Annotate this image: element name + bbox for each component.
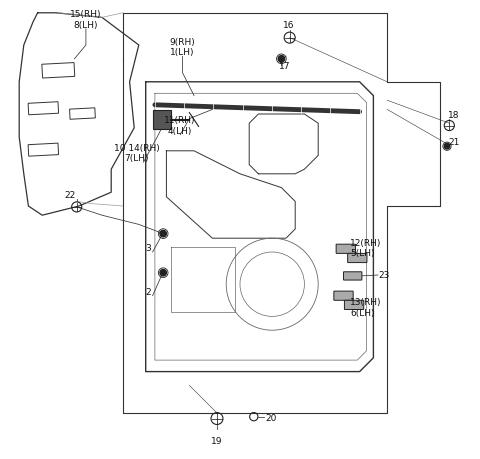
Circle shape — [160, 231, 167, 237]
FancyBboxPatch shape — [334, 291, 353, 301]
Text: 11(RH)
4(LH): 11(RH) 4(LH) — [165, 116, 196, 135]
Text: 10 14(RH)
7(LH): 10 14(RH) 7(LH) — [114, 144, 159, 163]
FancyBboxPatch shape — [336, 245, 356, 254]
Text: 20: 20 — [265, 413, 276, 422]
Text: 2: 2 — [145, 287, 151, 296]
Text: 21: 21 — [448, 138, 459, 147]
Circle shape — [444, 144, 450, 150]
Text: 18: 18 — [448, 110, 460, 119]
FancyBboxPatch shape — [344, 272, 362, 280]
Text: 17: 17 — [279, 62, 290, 71]
Text: 9(RH)
1(LH): 9(RH) 1(LH) — [169, 38, 195, 57]
Text: 12(RH)
5(LH): 12(RH) 5(LH) — [350, 238, 382, 257]
Text: 23: 23 — [378, 271, 389, 280]
Bar — [28, 102, 59, 116]
Circle shape — [278, 56, 285, 63]
Text: 16: 16 — [283, 21, 294, 30]
Text: 3: 3 — [145, 243, 151, 252]
FancyBboxPatch shape — [345, 301, 364, 310]
Circle shape — [160, 270, 167, 276]
FancyBboxPatch shape — [348, 254, 367, 263]
Bar — [153, 111, 171, 129]
Text: 15(RH)
8(LH): 15(RH) 8(LH) — [70, 11, 102, 30]
Text: 22: 22 — [64, 190, 75, 200]
Text: 13(RH)
6(LH): 13(RH) 6(LH) — [350, 298, 382, 317]
Bar — [70, 109, 96, 120]
Text: 19: 19 — [211, 436, 223, 445]
Bar — [42, 63, 75, 79]
Bar — [28, 144, 59, 157]
